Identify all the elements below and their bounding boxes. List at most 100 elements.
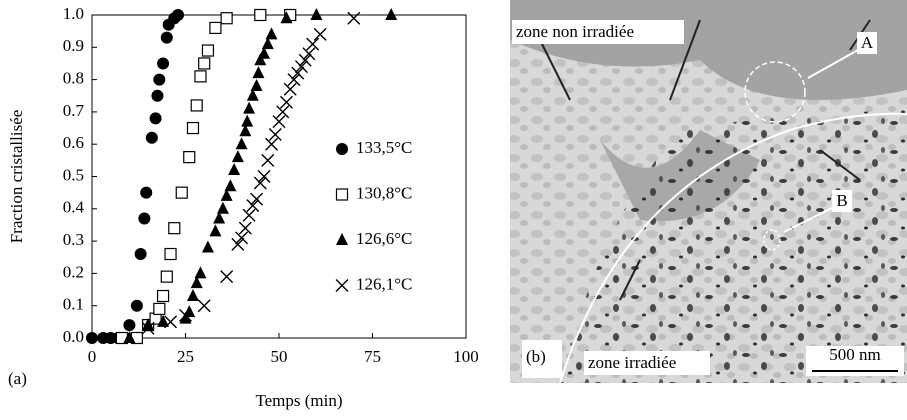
data-point: [149, 112, 162, 125]
zone-top-box: [512, 20, 684, 44]
circle-a: [744, 61, 806, 123]
data-point: [194, 266, 207, 279]
data-point: [291, 66, 305, 80]
legend-marker: [335, 188, 349, 201]
arrow-b: [783, 207, 833, 233]
zone-bottom-box: [584, 351, 710, 375]
legend-label: 126,6°C: [356, 229, 412, 248]
data-point: [209, 21, 222, 35]
label-b-box: [832, 190, 852, 212]
x-tick-label: 100: [453, 347, 479, 366]
data-point: [250, 192, 264, 206]
data-point: [268, 128, 282, 142]
data-point: [280, 11, 293, 24]
data-point: [160, 31, 173, 44]
data-point: [313, 27, 327, 41]
data-point: [142, 318, 155, 331]
boundary-curve: [559, 112, 907, 384]
data-point: [220, 188, 233, 201]
y-tick-label: 0.4: [63, 198, 85, 217]
data-point: [243, 101, 256, 114]
data-point: [224, 179, 237, 192]
data-point: [175, 186, 188, 199]
data-point: [190, 99, 203, 112]
data-point: [201, 44, 215, 57]
y-tick-label: 0.2: [63, 262, 84, 281]
data-point: [209, 224, 222, 237]
data-point: [258, 46, 271, 59]
data-point: [160, 270, 173, 283]
data-point: [246, 199, 260, 213]
label-a: A: [861, 33, 874, 52]
data-point: [306, 37, 320, 51]
data-point: [201, 240, 214, 253]
data-point: [172, 9, 185, 21]
data-point: [198, 57, 211, 70]
irradiated-texture: [560, 110, 907, 383]
data-point: [239, 124, 252, 137]
zone-top-label: zone non irradiée: [516, 22, 634, 41]
data-point: [123, 319, 136, 332]
data-point: [220, 270, 234, 284]
data-point: [261, 153, 275, 167]
zone-bottom-label: zone irradiée: [588, 353, 676, 372]
needles: [539, 19, 871, 301]
x-tick-label: 50: [271, 347, 288, 366]
data-point: [213, 211, 226, 224]
data-point: [168, 222, 181, 235]
data-point: [145, 131, 158, 144]
data-point: [265, 27, 278, 40]
data-point: [279, 95, 293, 109]
data-point: [302, 47, 316, 61]
y-tick-label: 0.3: [63, 230, 84, 249]
data-point: [231, 237, 245, 251]
data-point: [186, 121, 200, 135]
scale-label: 500 nm: [829, 345, 880, 364]
y-tick-label: 0.7: [63, 101, 85, 120]
data-point: [151, 89, 164, 102]
legend-label: 126,1°C: [356, 274, 412, 293]
data-point: [276, 105, 290, 119]
data-point: [261, 37, 274, 50]
data-point: [179, 308, 192, 322]
panel-b-box: [522, 340, 562, 378]
legend-marker: [335, 279, 349, 292]
data-point: [242, 208, 256, 222]
data-point: [153, 302, 166, 316]
data-point: [220, 12, 233, 25]
data-point: [235, 137, 248, 150]
data-point: [294, 60, 308, 74]
legend-label: 133,5°C: [356, 138, 412, 157]
y-tick-label: 0.1: [63, 295, 84, 314]
y-tick-label: 0.6: [63, 133, 84, 152]
x-tick-label: 75: [364, 347, 381, 366]
data-point: [86, 332, 98, 344]
data-point: [123, 331, 136, 343]
data-point: [253, 176, 267, 190]
data-point: [153, 73, 166, 86]
data-point: [157, 314, 170, 327]
y-tick-label: 1.0: [63, 4, 84, 23]
arrow-a: [807, 49, 859, 79]
label-a-box: [857, 32, 877, 54]
circle-b: [763, 229, 781, 251]
data-point: [157, 57, 170, 70]
data-point: [241, 114, 254, 127]
x-tick-label: 0: [88, 347, 97, 366]
panel-b-label: (b): [526, 347, 546, 366]
data-point: [141, 321, 155, 335]
data-point: [272, 115, 286, 129]
data-point: [250, 79, 263, 92]
legend-marker: [336, 143, 348, 155]
data-point: [283, 82, 297, 96]
data-point: [156, 289, 170, 303]
data-point: [216, 201, 229, 214]
data-point: [252, 66, 265, 79]
legend-marker: [336, 233, 348, 245]
data-point: [235, 231, 249, 245]
data-point: [287, 73, 301, 87]
data-point: [254, 8, 267, 22]
micrograph: A B zone non irradiée zone irradiée (b) …: [510, 0, 907, 384]
data-point: [130, 299, 143, 312]
